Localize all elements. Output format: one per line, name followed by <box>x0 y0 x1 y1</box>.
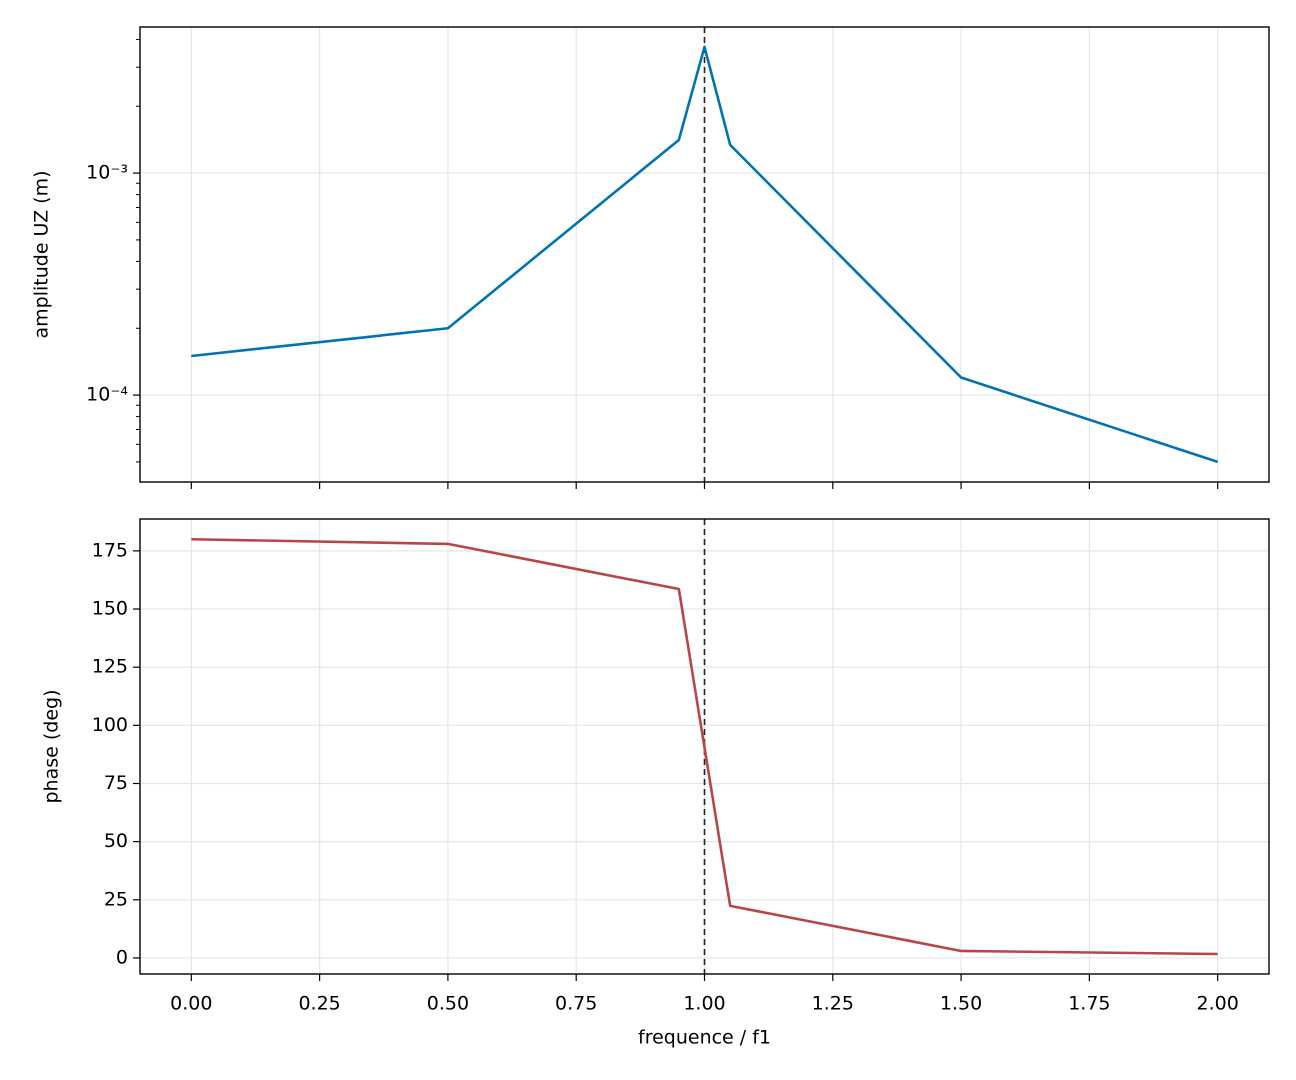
x-tick-label: 0.50 <box>427 993 469 1015</box>
x-tick-label: 0.00 <box>170 993 212 1015</box>
x-tick-label: 2.00 <box>1197 993 1239 1015</box>
y-tick-label: 0 <box>116 946 128 968</box>
y-tick-label: 100 <box>92 714 128 736</box>
x-tick-label: 1.25 <box>812 993 854 1015</box>
plot-frame <box>139 26 1270 483</box>
x-tick-label: 0.25 <box>298 993 340 1015</box>
y-tick-label: 150 <box>92 598 128 620</box>
x-tick-label: 0.75 <box>555 993 597 1015</box>
y-tick-label: 50 <box>104 830 128 852</box>
y-tick-label: 175 <box>92 539 128 561</box>
y-tick-label: 125 <box>92 656 128 678</box>
x-axis-label: frequence / f1 <box>638 1027 771 1049</box>
plot-frame <box>139 518 1270 975</box>
data-line <box>191 45 1219 464</box>
y-tick-label: 75 <box>104 772 128 794</box>
y-axis-label: phase (deg) <box>41 689 63 803</box>
y-tick-label: 25 <box>104 888 128 910</box>
y-tick-label: 10⁻⁴ <box>86 384 128 406</box>
data-line <box>191 537 1218 956</box>
y-axis-label: amplitude UZ (m) <box>31 170 53 338</box>
x-tick-label: 1.50 <box>940 993 982 1015</box>
x-tick-label: 1.75 <box>1068 993 1110 1015</box>
x-tick-label: 1.00 <box>683 993 725 1015</box>
y-tick-label: 10⁻³ <box>86 162 128 184</box>
